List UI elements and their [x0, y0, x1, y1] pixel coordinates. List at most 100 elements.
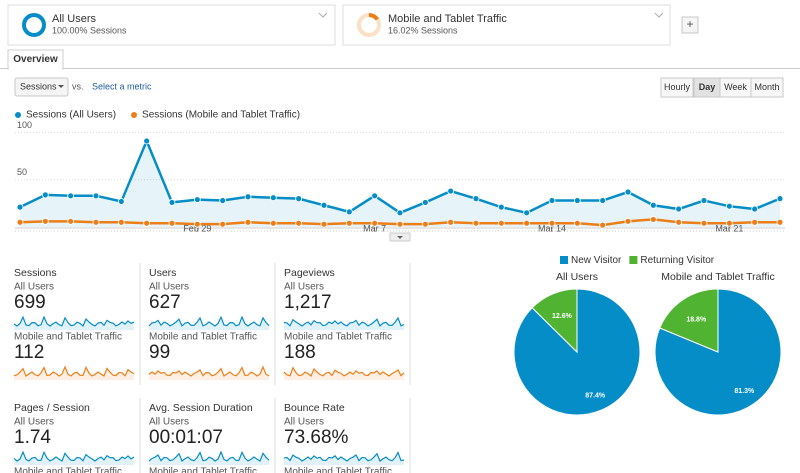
- legend-marker: [15, 112, 21, 118]
- data-point: [700, 197, 708, 204]
- button-box: [681, 16, 699, 34]
- pie-slice: [659, 288, 719, 353]
- tab-label: Overview: [13, 54, 58, 65]
- sparkline: [148, 315, 270, 327]
- data-point: [295, 195, 303, 203]
- collapse-handle[interactable]: [389, 232, 411, 242]
- granularity-button[interactable]: Week: [719, 77, 752, 98]
- data-point: [497, 219, 505, 227]
- data-point: [219, 197, 227, 204]
- overview-tab[interactable]: Overview: [7, 49, 64, 70]
- pie-title: Mobile and Tablet Traffic: [661, 271, 774, 283]
- data-point: [421, 220, 429, 228]
- sparkline: [283, 366, 405, 377]
- pie-label: 12.6%: [552, 313, 573, 320]
- data-point: [67, 192, 75, 200]
- metric-title: Bounce Rate: [284, 402, 345, 414]
- sparkline-area: [284, 452, 404, 465]
- data-point: [41, 217, 49, 225]
- data-point: [67, 217, 75, 225]
- chevron: [654, 12, 664, 18]
- segment-detail: 16.02% Sessions: [388, 25, 458, 35]
- metric-value: 1,217: [284, 292, 332, 313]
- data-point: [447, 218, 455, 226]
- y-tick-label: 100: [17, 120, 32, 130]
- legend-label: Sessions (Mobile and Tablet Traffic): [142, 110, 300, 121]
- metric-segment: Mobile and Tablet Traffic: [14, 467, 122, 473]
- data-point: [523, 219, 531, 227]
- data-point: [624, 188, 632, 196]
- add-segment-button[interactable]: +: [681, 16, 699, 34]
- data-point: [295, 219, 303, 227]
- data-point: [345, 219, 353, 227]
- select-metric-link[interactable]: Select a metric: [92, 81, 152, 91]
- metric-title: Users: [149, 267, 176, 279]
- x-tick-label: Mar 21: [715, 223, 743, 233]
- button-box: [750, 77, 784, 98]
- granularity-button[interactable]: Day: [693, 77, 721, 98]
- data-point: [371, 192, 379, 200]
- button-label: Day: [699, 82, 716, 92]
- metric-value: 99: [149, 342, 170, 363]
- sparkline: [283, 316, 405, 327]
- segment-icon-arc: [368, 12, 379, 21]
- data-point: [345, 208, 353, 216]
- metric-segment: Mobile and Tablet Traffic: [149, 332, 257, 343]
- data-point: [168, 199, 176, 206]
- metric-segment: All Users: [284, 282, 324, 293]
- data-point: [548, 197, 556, 204]
- button-box: [660, 77, 694, 98]
- button-label: Month: [754, 82, 779, 92]
- data-point: [396, 209, 404, 217]
- vs-label: vs.: [72, 81, 84, 91]
- legend-label: Sessions (All Users): [26, 110, 116, 121]
- button-label: Week: [724, 82, 747, 92]
- main-chart: 50 100 Feb 29 Mar 7 Mar 14 Mar 21: [15, 120, 785, 233]
- legend-swatch: [560, 256, 568, 264]
- data-point: [472, 219, 480, 227]
- series-area: [20, 140, 780, 227]
- data-point: [751, 218, 759, 226]
- segment-card[interactable]: Mobile and Tablet Traffic 16.02% Session…: [342, 4, 671, 46]
- metric-title: Pageviews: [284, 267, 335, 279]
- granularity-button[interactable]: Hourly: [660, 77, 694, 98]
- granularity-button[interactable]: Month: [750, 77, 784, 98]
- sparkline: [13, 450, 135, 462]
- pie-charts: New Visitor Returning Visitor All Users 87.…: [513, 255, 782, 416]
- sparkline: [283, 451, 405, 462]
- data-point: [573, 219, 581, 227]
- chevron: [318, 12, 328, 18]
- granularity-buttons: Hourly Day Week Month: [660, 77, 784, 98]
- data-point: [371, 219, 379, 227]
- sparkline-area: [14, 317, 134, 330]
- data-point: [92, 192, 100, 200]
- segment-icon: [22, 13, 46, 37]
- metric-dropdown[interactable]: Sessions: [14, 77, 69, 97]
- data-point: [193, 220, 201, 228]
- data-point: [624, 217, 632, 225]
- handle-arrow: [397, 236, 403, 239]
- legend-marker: [131, 112, 138, 118]
- segment-name: All Users: [52, 13, 97, 25]
- sparkline-area: [284, 367, 404, 380]
- metric-value: 188: [284, 342, 316, 363]
- data-point: [117, 198, 125, 205]
- metric-value: 699: [14, 292, 46, 313]
- legend-swatch: [629, 256, 638, 264]
- data-point: [219, 220, 227, 228]
- data-point: [117, 218, 125, 226]
- data-point: [320, 201, 328, 209]
- metric-title: Pages / Session: [14, 402, 90, 414]
- segment-card[interactable]: All Users 100.00% Sessions: [7, 4, 336, 46]
- dropdown-label: Sessions: [20, 81, 57, 91]
- pie-slice: [531, 288, 578, 354]
- data-point: [649, 201, 657, 209]
- tab-gap: [9, 67, 62, 70]
- metric-segment: All Users: [14, 417, 54, 428]
- metric-value: 1.74: [14, 427, 51, 448]
- data-point: [472, 195, 480, 203]
- data-point: [548, 219, 556, 227]
- y-tick-label: 50: [17, 167, 27, 177]
